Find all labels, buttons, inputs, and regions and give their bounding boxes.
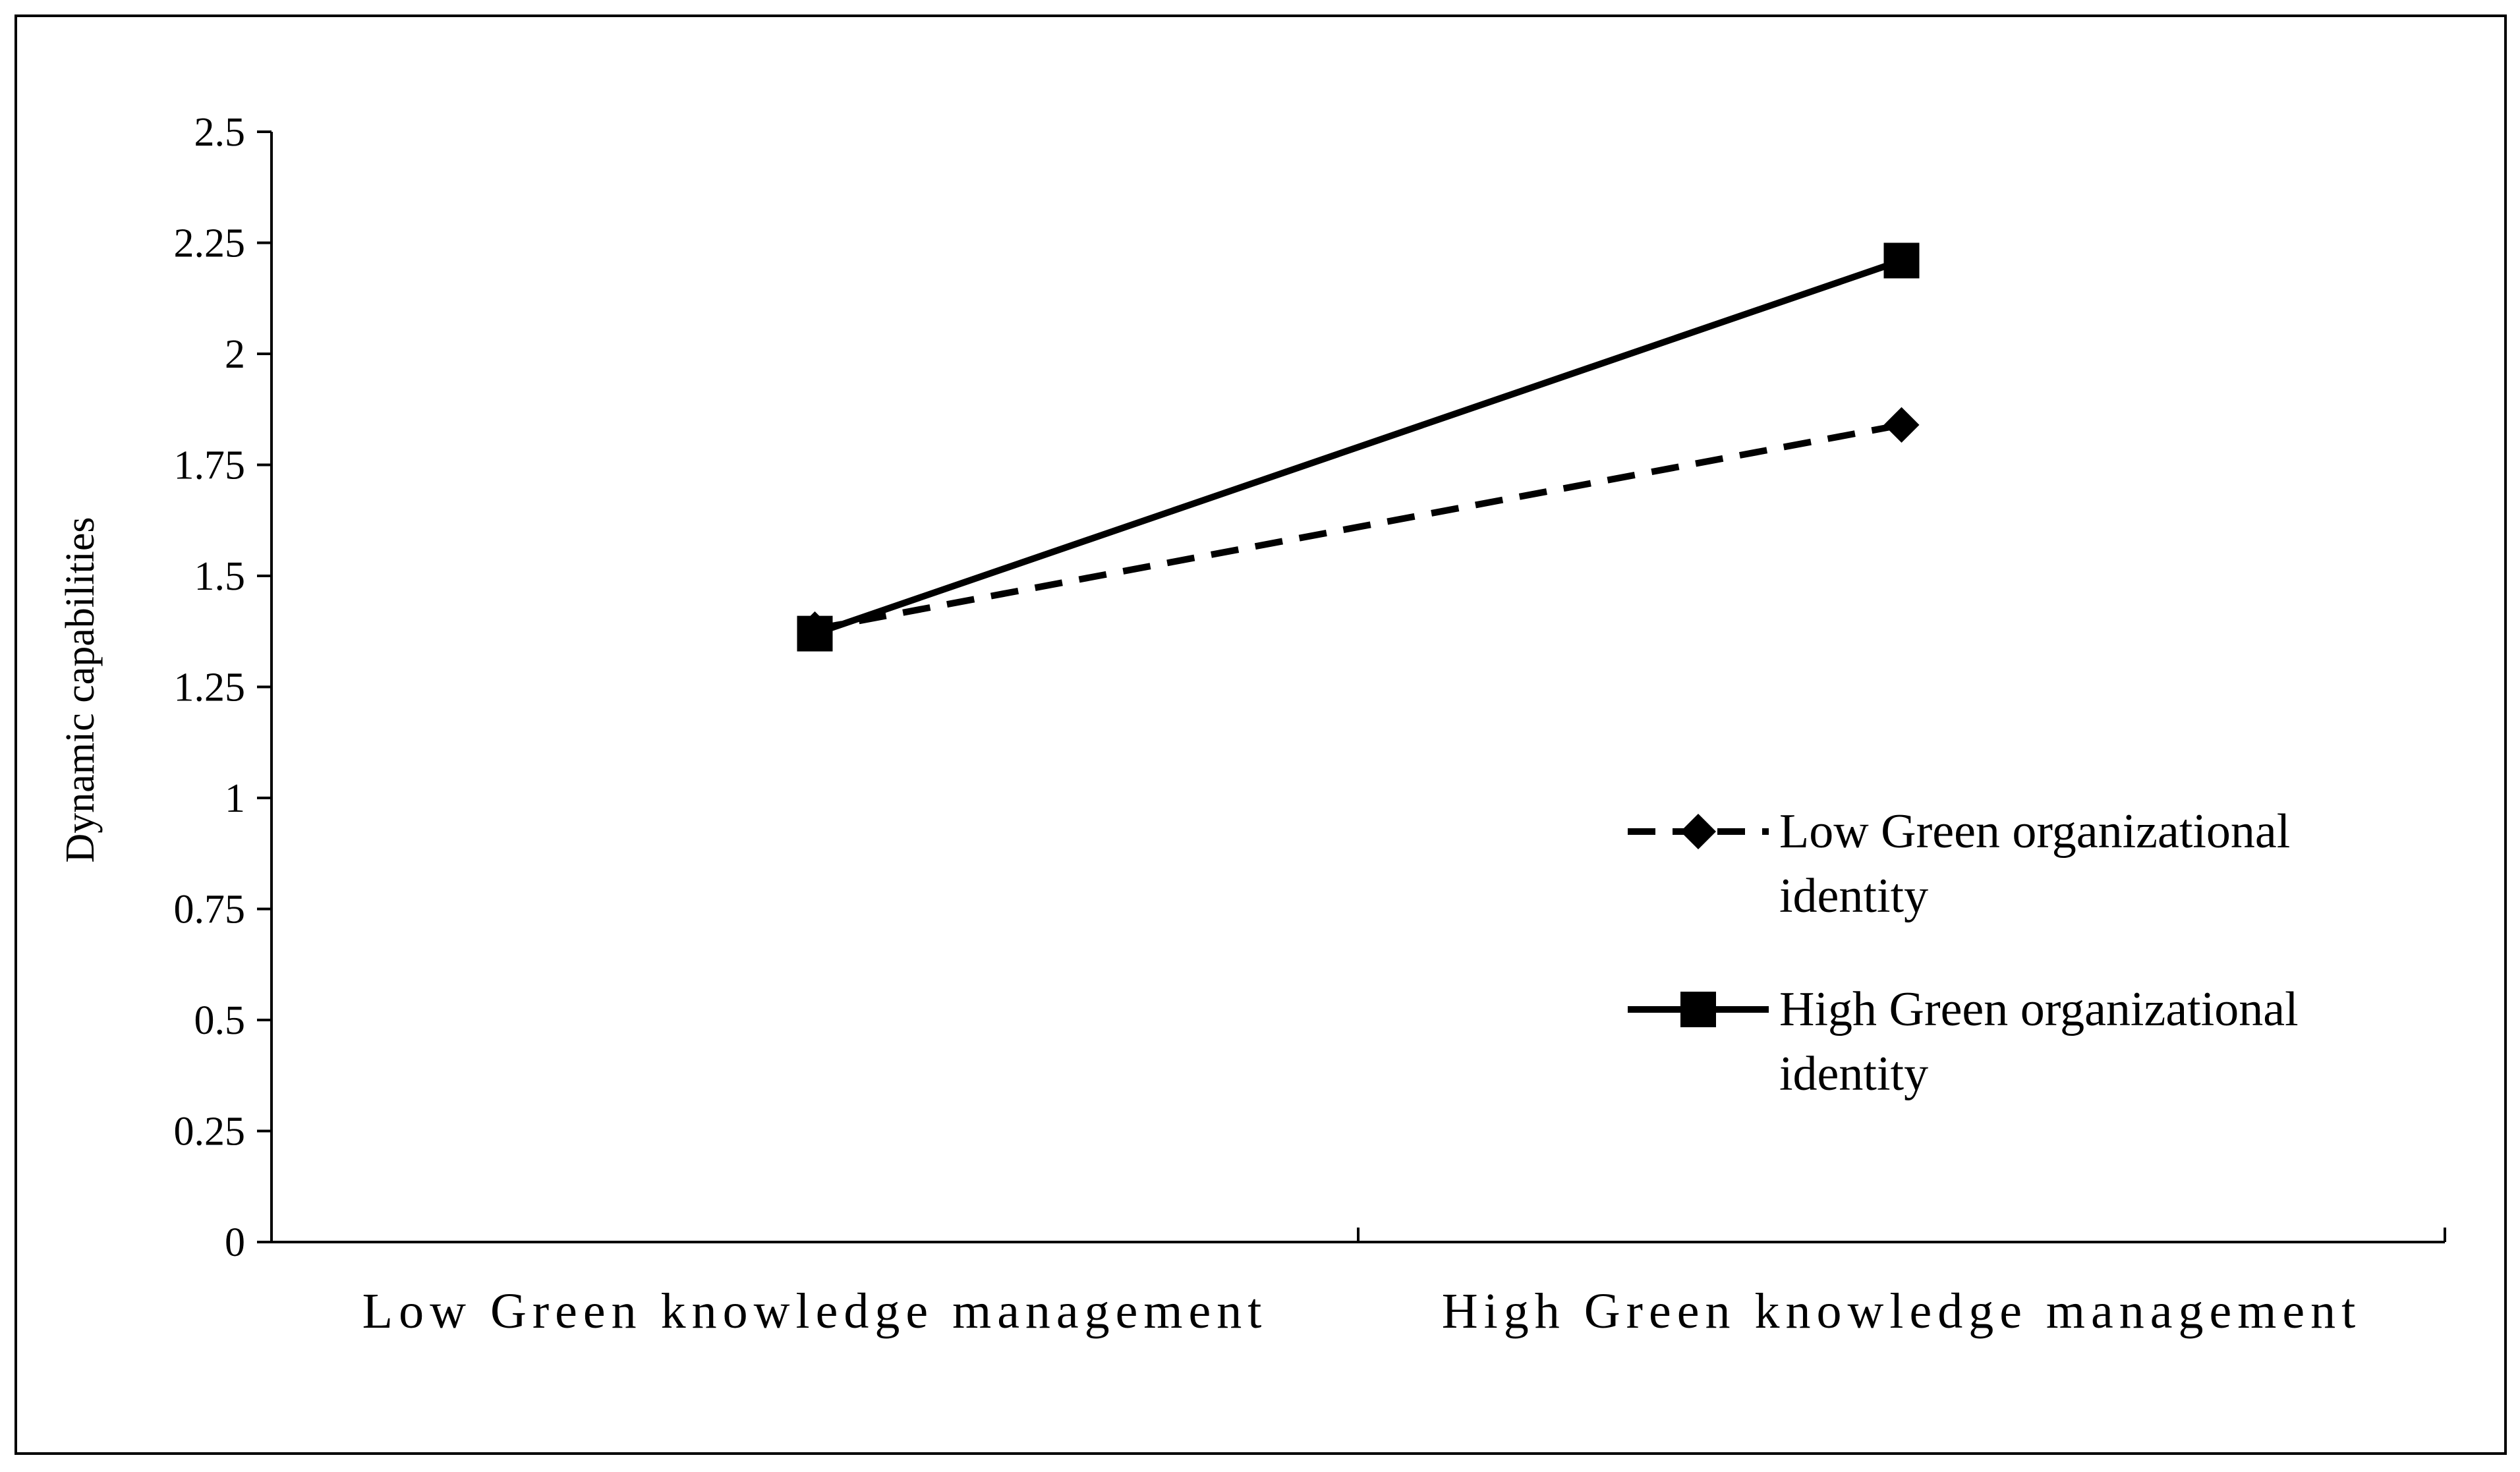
y-tick-label: 2.5	[194, 110, 246, 155]
legend-label-1: High Green organizational	[1779, 982, 2299, 1036]
chart-frame	[14, 14, 2507, 1455]
y-tick-label: 0.5	[194, 998, 246, 1043]
legend-label-0: identity	[1779, 869, 1928, 923]
y-tick-label: 1.25	[174, 665, 246, 710]
legend-marker-1	[1680, 992, 1716, 1027]
y-axis-title: Dynamic capabilities	[58, 517, 103, 863]
data-point-0-1	[1883, 407, 1920, 443]
y-tick-label: 2	[225, 332, 245, 377]
series-line-1	[813, 257, 1903, 637]
y-tick-label: 1.5	[194, 554, 246, 599]
y-tick-label: 0.75	[174, 888, 246, 932]
x-category-label: High Green knowledge management	[1442, 1284, 2361, 1339]
data-point-1-0	[797, 615, 833, 652]
y-tick-label: 1	[225, 776, 245, 821]
y-tick-label: 2.25	[174, 221, 246, 266]
x-category-label: Low Green knowledge management	[362, 1284, 1268, 1339]
series-line-0	[814, 421, 1903, 633]
y-tick-label: 0	[225, 1220, 245, 1265]
data-point-1-1	[1883, 242, 1920, 279]
legend-label-0: Low Green organizational	[1779, 805, 2290, 859]
y-tick-label: 0.25	[174, 1110, 246, 1154]
legend-label-1: identity	[1779, 1047, 1928, 1101]
y-tick-label: 1.75	[174, 443, 246, 488]
legend-marker-0	[1680, 814, 1716, 849]
